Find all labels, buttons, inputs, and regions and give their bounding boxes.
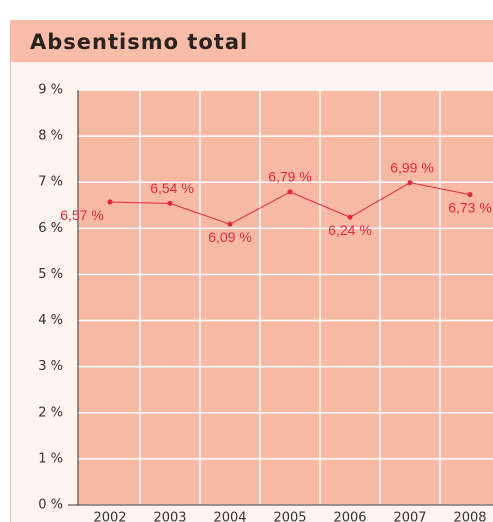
data-label: 6,09 % bbox=[208, 229, 252, 245]
y-tick-label: 3 % bbox=[38, 359, 63, 374]
data-point bbox=[407, 180, 413, 186]
y-tick-label: 9 % bbox=[38, 83, 63, 98]
y-tick-label: 4 % bbox=[38, 313, 63, 328]
data-label: 6,54 % bbox=[150, 180, 194, 196]
header-band bbox=[10, 20, 493, 62]
data-label: 6,57 % bbox=[60, 207, 104, 223]
data-label: 6,73 % bbox=[448, 199, 492, 215]
data-label: 6,24 % bbox=[328, 222, 372, 238]
chart-title: Absentismo total bbox=[30, 30, 248, 54]
x-tick-label: 2005 bbox=[273, 511, 306, 522]
data-point bbox=[167, 200, 173, 206]
x-tick-label: 2003 bbox=[153, 511, 186, 522]
x-tick-label: 2002 bbox=[93, 511, 126, 522]
y-tick-label: 5 % bbox=[38, 267, 63, 282]
data-point bbox=[347, 214, 353, 220]
y-tick-label: 0 % bbox=[38, 498, 63, 513]
x-tick-label: 2004 bbox=[213, 511, 246, 522]
x-tick-label: 2008 bbox=[453, 511, 486, 522]
y-tick-label: 7 % bbox=[38, 175, 63, 190]
x-tick-label: 2007 bbox=[393, 511, 426, 522]
y-tick-label: 8 % bbox=[38, 129, 63, 144]
data-label: 6,79 % bbox=[268, 169, 312, 185]
y-tick-label: 6 % bbox=[38, 221, 63, 236]
data-point bbox=[467, 192, 473, 198]
data-point bbox=[107, 199, 113, 205]
y-tick-label: 2 % bbox=[38, 405, 63, 420]
data-label: 6,99 % bbox=[390, 159, 434, 175]
plot-area bbox=[78, 90, 493, 505]
data-point bbox=[287, 189, 293, 195]
x-tick-label: 2006 bbox=[333, 511, 366, 522]
y-tick-label: 1 % bbox=[38, 451, 63, 466]
data-point bbox=[227, 221, 233, 227]
